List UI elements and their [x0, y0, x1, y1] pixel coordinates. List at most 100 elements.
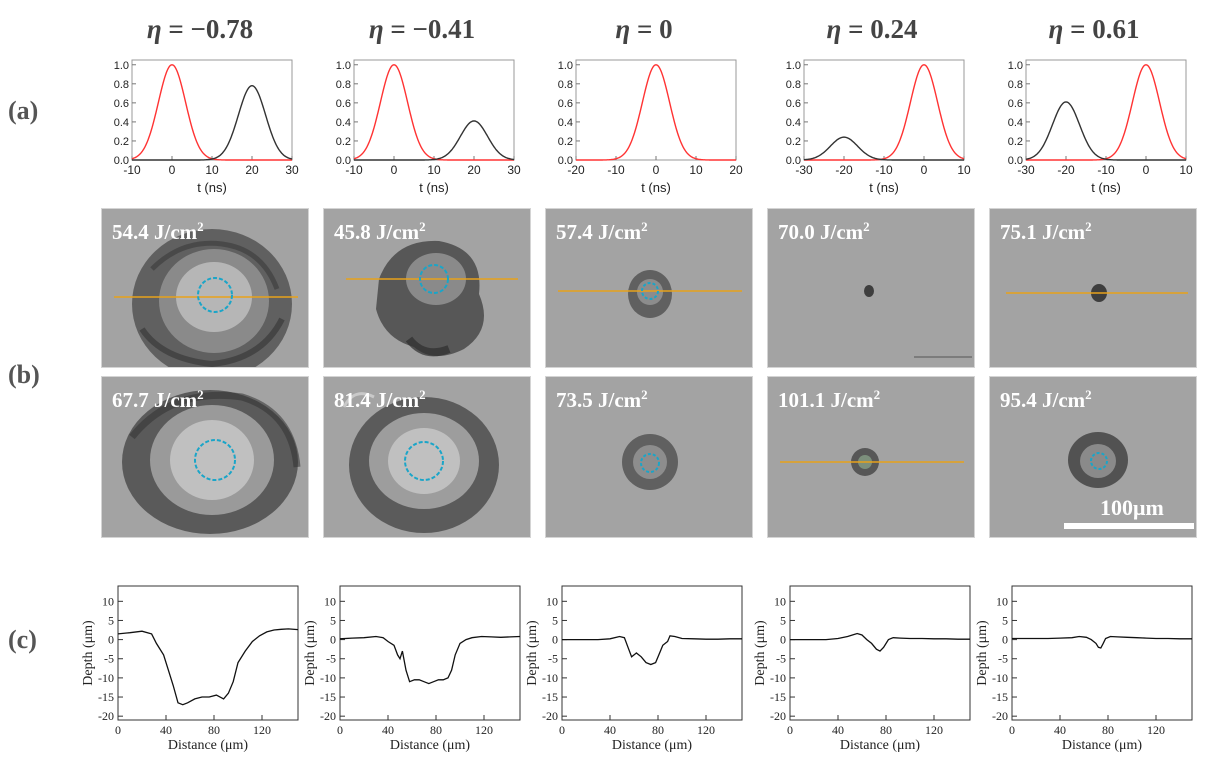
pulse-series-1 — [576, 64, 736, 161]
y-tick-label: 0.8 — [1008, 79, 1023, 91]
y-tick-label: 5 — [108, 613, 114, 627]
y-tick-label: 0.4 — [1008, 117, 1023, 129]
crater-image — [780, 448, 964, 476]
y-tick-label: 0.8 — [558, 79, 573, 91]
eta-label-5: η = 0.61 — [1048, 14, 1140, 44]
y-tick-label: 10 — [546, 594, 558, 608]
x-tick-label: -10 — [345, 163, 363, 177]
eta-symbol: η — [615, 14, 631, 44]
y-tick-label: 1.0 — [558, 60, 573, 72]
row-label-c: (c) — [8, 625, 37, 654]
micrograph-bottom-4: 101.1 J/cm2 — [767, 376, 975, 538]
eta-value-4: 0.24 — [870, 14, 918, 44]
y-tick-label: -15 — [992, 690, 1008, 704]
y-tick-label: 0.2 — [114, 136, 129, 148]
y-tick-label: -20 — [320, 709, 336, 723]
y-tick-label: -15 — [770, 690, 786, 704]
x-tick-label: 80 — [880, 723, 892, 737]
plot-frame — [1011, 585, 1193, 721]
eta-symbol: η — [146, 14, 162, 44]
depth-profile-line — [562, 635, 742, 666]
micrograph-top-2: 45.8 J/cm2 — [323, 208, 531, 368]
x-tick-label: 30 — [285, 163, 299, 177]
micrograph-bottom-3: 73.5 J/cm2 — [545, 376, 753, 538]
y-tick-label: 0.6 — [786, 98, 801, 110]
pulse-chart-4: 0.0 0.2 0.4 0.6 0.8 1.0 -30 -20 -10 0 10 t (ns) — [786, 59, 971, 195]
x-tick-label: 0 — [1143, 163, 1150, 177]
x-axis-label: t (ns) — [197, 180, 227, 195]
x-tick-label: 40 — [832, 723, 844, 737]
pulse-chart-3: 0.0 0.2 0.4 0.6 0.8 1.0 -20 -10 0 10 20 t (ns) — [558, 59, 743, 195]
x-tick-label: 20 — [467, 163, 481, 177]
eta-symbol: η — [1048, 14, 1064, 44]
eta-value-1: −0.78 — [190, 14, 254, 44]
pulse-series-1 — [131, 64, 292, 161]
y-tick-label: 5 — [1002, 613, 1008, 627]
y-tick-label: 5 — [780, 613, 786, 627]
x-tick-label: -10 — [607, 163, 625, 177]
crater-image — [622, 434, 678, 490]
y-tick-label: 0.2 — [558, 136, 573, 148]
depth-profile-line — [790, 632, 970, 652]
eta-label-1: η = −0.78 — [146, 14, 254, 44]
x-axis-label: Distance (μm) — [390, 738, 471, 753]
y-tick-label: -20 — [992, 709, 1008, 723]
row-label-a: (a) — [8, 96, 39, 125]
y-tick-label: 0 — [330, 633, 336, 647]
y-tick-label: -15 — [98, 690, 114, 704]
x-tick-label: 0 — [559, 723, 565, 737]
y-tick-label: 0.2 — [1008, 136, 1023, 148]
y-tick-label: 10 — [324, 594, 336, 608]
y-tick-label: 0.8 — [786, 79, 801, 91]
y-tick-label: 0 — [552, 633, 558, 647]
plot-frame — [575, 59, 737, 161]
x-tick-label: 80 — [1102, 723, 1114, 737]
fluence-label: 70.0 J/cm2 — [778, 219, 870, 244]
x-tick-label: 10 — [427, 163, 441, 177]
plot-frame — [789, 585, 971, 721]
fluence-label: 101.1 J/cm2 — [778, 387, 881, 412]
y-tick-label: 1.0 — [786, 60, 801, 72]
fluence-label: 67.7 J/cm2 — [112, 387, 204, 412]
crater-image — [342, 392, 499, 533]
y-axis-label: Depth (μm) — [525, 620, 540, 686]
micrograph-top-3: 57.4 J/cm2 — [545, 208, 753, 368]
eta-symbol: η — [368, 14, 384, 44]
spot-circle — [419, 264, 449, 294]
eta-symbol: η — [826, 14, 842, 44]
eta-label-2: η = −0.41 — [368, 14, 476, 44]
x-tick-label: 120 — [475, 723, 493, 737]
x-tick-label: 20 — [245, 163, 259, 177]
spot-circle — [1090, 452, 1108, 470]
pulse-series-1 — [1026, 64, 1187, 161]
micrograph-top-4: 70.0 J/cm2 — [767, 208, 975, 368]
depth-profile-line — [339, 635, 521, 685]
y-tick-label: 0.8 — [336, 79, 351, 91]
y-tick-label: 0 — [108, 633, 114, 647]
x-tick-label: 10 — [957, 163, 971, 177]
x-tick-label: 0 — [115, 723, 121, 737]
y-tick-label: 0.8 — [114, 79, 129, 91]
eta-label-3: η = 0 — [615, 14, 673, 44]
x-tick-label: 40 — [160, 723, 172, 737]
y-tick-label: -10 — [770, 671, 786, 685]
x-axis-label: Distance (μm) — [840, 738, 921, 753]
spot-circle — [194, 439, 236, 481]
fluence-label: 54.4 J/cm2 — [112, 219, 204, 244]
y-tick-label: 0.6 — [558, 98, 573, 110]
y-tick-label: -5 — [326, 652, 336, 666]
y-tick-label: 0.0 — [114, 155, 129, 167]
x-tick-label: 0 — [787, 723, 793, 737]
y-tick-label: -10 — [98, 671, 114, 685]
y-tick-label: -15 — [320, 690, 336, 704]
x-tick-label: 120 — [697, 723, 715, 737]
x-tick-label: -30 — [795, 163, 813, 177]
y-tick-label: 0.4 — [114, 117, 129, 129]
y-tick-label: 0.6 — [336, 98, 351, 110]
fluence-label: 73.5 J/cm2 — [556, 387, 648, 412]
crater-image — [1006, 284, 1188, 302]
x-tick-label: -10 — [123, 163, 141, 177]
